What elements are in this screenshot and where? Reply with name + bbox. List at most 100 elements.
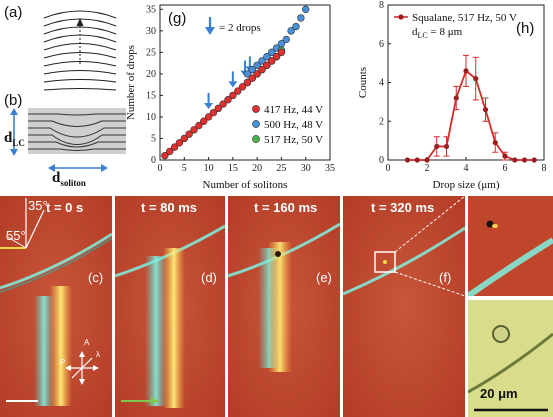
series-line-h: [407, 69, 535, 161]
data-point-g: [195, 121, 203, 130]
axis-A-label: A: [84, 338, 90, 347]
data-point-g: [263, 61, 271, 69]
x-tick-label-g: 20: [252, 163, 262, 174]
data-point-g: [234, 87, 242, 95]
y-tick-label-g: 30: [146, 26, 156, 37]
data-point-g: [180, 134, 188, 143]
data-point-g: [190, 126, 198, 134]
y-tick-label-h: 6: [379, 39, 384, 50]
x-tick-label-g: 35: [325, 163, 335, 174]
angle-55-label: 55°: [6, 228, 26, 243]
data-point-g: [209, 108, 218, 117]
y-tick-label-h: 4: [379, 78, 384, 89]
chart-g: 0 5 10 15 20 25 30 35 0 5 10 15 20 25 30 35 Number of so…: [125, 4, 335, 191]
plot-frame-g: [159, 4, 331, 161]
y-tick-label-g: 35: [146, 4, 156, 15]
data-point-g: [272, 52, 281, 61]
data-point-g: [161, 151, 169, 160]
data-point-g: [166, 147, 174, 156]
panel-label-c: (c): [88, 270, 104, 285]
x-tick-label-h: 6: [503, 163, 508, 174]
data-point-g: [297, 14, 305, 22]
y-tick-label-g: 25: [146, 47, 156, 58]
legend-label-g: 517 Hz, 50 V: [264, 134, 323, 146]
data-point-h: [414, 157, 420, 163]
legend-param-h: dLC = 8 μm: [412, 26, 463, 40]
data-point-g: [253, 70, 261, 78]
data-arrow-head: [228, 81, 238, 88]
data-point-h: [492, 139, 498, 146]
y-tick-label-g: 20: [146, 69, 156, 80]
data-point-g: [204, 113, 213, 121]
legend-label-g: 417 Hz, 44 V: [264, 104, 323, 116]
y-axis-title-g: Number of drops: [125, 45, 137, 120]
x-tick-label-g: 30: [301, 163, 311, 174]
axis-lambda-label: λ: [96, 350, 100, 359]
legend-marker-g: [252, 120, 260, 128]
legend-marker-h: [398, 14, 404, 20]
data-point-g: [224, 96, 232, 104]
data-point-h: [482, 107, 489, 113]
micrograph-e-image: [228, 196, 340, 417]
x-tick-label-g: 5: [182, 163, 187, 174]
data-point-h: [463, 68, 469, 74]
data-point-g: [248, 74, 256, 82]
micrograph-c: 35° 55° t = 0 s (c) A P λ: [0, 196, 112, 417]
time-label-e: t = 160 ms: [254, 200, 318, 215]
brightfield-inset: 20 μm: [468, 300, 553, 417]
data-point-g: [175, 139, 184, 147]
micrograph-f: t = 320 ms (f): [343, 196, 465, 417]
time-label-f: t = 320 ms: [371, 200, 435, 215]
data-point-h: [404, 157, 411, 163]
zoom-inset-image: [468, 196, 553, 296]
annotation-text-g: = 2 drops: [219, 22, 261, 34]
y-tick-label-g: 0: [151, 155, 156, 166]
data-point-h: [443, 143, 450, 150]
data-point-h: [512, 157, 518, 163]
y-tick-label-h: 2: [379, 116, 384, 127]
data-point-h: [502, 153, 508, 159]
data-point-g: [243, 70, 252, 78]
data-point-g: [258, 65, 266, 74]
data-point-g: [268, 57, 276, 65]
d-lc-sub: LC: [12, 138, 25, 148]
axis-P-label: P: [60, 358, 66, 367]
data-point-g: [253, 61, 261, 69]
d-soliton-main: d: [52, 170, 61, 186]
panel-label-h: (h): [516, 20, 534, 37]
time-label-d: t = 80 ms: [141, 200, 198, 215]
y-axis-title-h: Counts: [357, 67, 369, 98]
data-point-h: [473, 76, 479, 82]
schematic-b: [10, 108, 126, 172]
panel-label-b: (b): [4, 92, 23, 109]
data-point-g: [282, 35, 290, 44]
x-tick-label-h: 0: [386, 163, 391, 174]
data-point-h: [424, 157, 430, 163]
data-point-g: [170, 143, 179, 151]
y-tick-label-g: 5: [151, 133, 156, 144]
x-axis-title-g: Number of solitons: [203, 179, 288, 191]
y-tick-label-g: 15: [146, 90, 156, 101]
x-tick-label-g: 10: [204, 163, 214, 174]
data-point-h: [521, 157, 528, 163]
annotation-arrow-head: [205, 27, 215, 35]
legend-marker-g: [252, 105, 260, 113]
x-tick-label-g: 15: [228, 163, 238, 174]
data-point-g: [219, 100, 227, 108]
data-point-g: [258, 57, 266, 65]
micrograph-e: t = 160 ms (e): [228, 196, 340, 417]
x-tick-label-h: 2: [425, 163, 430, 174]
data-point-g: [277, 48, 286, 57]
x-tick-label-g: 25: [276, 163, 286, 174]
y-tick-label-h: 0: [379, 155, 384, 166]
micrograph-f-image: [343, 196, 465, 417]
panel-label-f: (f): [439, 270, 452, 285]
legend-marker-g: [252, 135, 260, 143]
micrograph-d-image: [115, 196, 225, 417]
data-point-g: [292, 22, 300, 31]
legend-label-g: 500 Hz, 48 V: [264, 119, 323, 131]
data-point-h: [434, 143, 440, 150]
scale-label: 20 μm: [480, 386, 518, 401]
d-soliton-sub: soliton: [60, 178, 86, 188]
